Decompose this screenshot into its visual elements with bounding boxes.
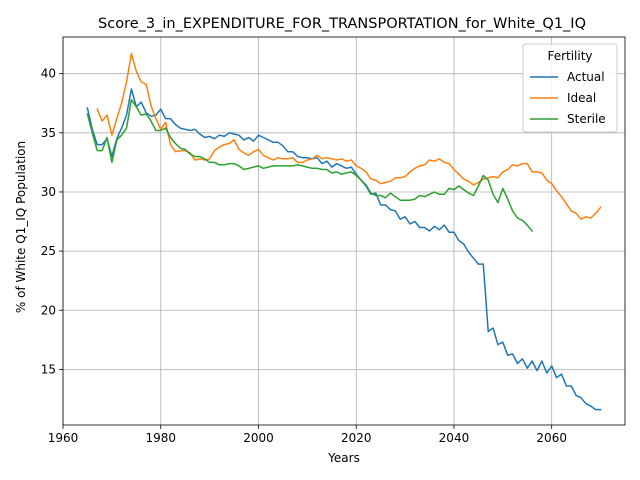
y-tick-label: 25 (41, 244, 56, 258)
x-tick-label: 2000 (243, 431, 274, 445)
y-axis-label: % of White Q1_IQ Population (14, 141, 28, 313)
legend-label-ideal: Ideal (567, 91, 596, 105)
plot-frame (62, 36, 626, 426)
x-tick-label: 2020 (341, 431, 372, 445)
legend: Fertility Actual Ideal Sterile (522, 43, 618, 133)
x-axis-label: Years (327, 451, 360, 465)
series-line-actual (86, 88, 602, 411)
series-lines (86, 52, 602, 411)
y-tick-label: 40 (41, 67, 56, 81)
grid (62, 37, 625, 425)
x-tick-label: 2060 (536, 431, 567, 445)
legend-box (522, 43, 618, 133)
axis-ticks: 1960 1980 2000 2020 2040 2060 15 20 25 30 35 40 (41, 67, 567, 445)
series-line-sterile (86, 98, 534, 233)
y-tick-label: 30 (41, 185, 56, 199)
series-line-ideal (96, 52, 602, 220)
y-tick-label: 35 (41, 126, 56, 140)
chart-title: Score_3_in_EXPENDITURE_FOR_TRANSPORTATIO… (98, 16, 586, 32)
x-tick-label: 1980 (145, 431, 176, 445)
x-tick-label: 2040 (439, 431, 470, 445)
legend-title: Fertility (547, 49, 592, 63)
y-tick-label: 20 (41, 303, 56, 317)
y-tick-label: 15 (41, 362, 56, 376)
legend-label-actual: Actual (567, 70, 605, 84)
x-tick-label: 1960 (48, 431, 79, 445)
legend-label-sterile: Sterile (567, 112, 606, 126)
